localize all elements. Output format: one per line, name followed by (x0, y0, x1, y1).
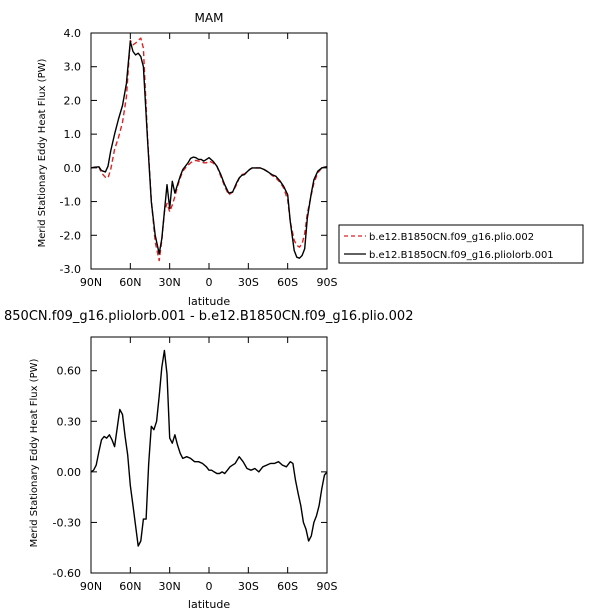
top-y-tick-label: 4.0 (64, 27, 82, 40)
top-chart-xlabel: latitude (188, 295, 230, 308)
top-y-tick-label: 0.0 (64, 162, 82, 175)
top-x-tick-label: 60N (119, 276, 141, 289)
bottom-x-tick-label: 60S (277, 580, 298, 593)
top-y-tick-label: 1.0 (64, 128, 82, 141)
top-chart-ylabel: Merid Stationary Eddy Heat Flux (PW) (37, 59, 48, 248)
bottom-y-tick-label: -0.60 (53, 567, 81, 580)
top-y-tick-label: 3.0 (64, 61, 82, 74)
top-chart-title: MAM (195, 11, 224, 25)
top-x-tick-label: 60S (277, 276, 298, 289)
bottom-x-tick-label: 30N (159, 580, 181, 593)
top-x-tick-label: 90N (80, 276, 102, 289)
bottom-x-tick-label: 60N (119, 580, 141, 593)
legend-label-pliolorb: b.e12.B1850CN.f09_g16.pliolorb.001 (369, 250, 554, 261)
top-y-tick-label: -1.0 (60, 196, 81, 209)
bottom-series-line-0 (90, 349, 328, 547)
bottom-x-tick-label: 30S (238, 580, 259, 593)
bottom-y-tick-label: -0.30 (53, 516, 81, 529)
bottom-y-tick-label: 0.60 (57, 365, 82, 378)
bottom-chart-title: 850CN.f09_g16.pliolorb.001 - b.e12.B1850… (4, 309, 413, 324)
top-chart-frame (90, 32, 328, 270)
bottom-x-tick-label: 90N (80, 580, 102, 593)
bottom-x-tick-label: 90S (317, 580, 338, 593)
top-series-line-0 (90, 37, 328, 262)
legend-box (338, 224, 584, 264)
bottom-y-tick-label: 0.30 (57, 415, 82, 428)
top-chart-panel: MAM latitude Merid Stationary Eddy Heat … (37, 11, 338, 308)
top-x-tick-label: 0 (206, 276, 213, 289)
top-series-line-1 (90, 40, 328, 259)
top-x-tick-label: 30S (238, 276, 259, 289)
top-y-tick-label: 2.0 (64, 94, 82, 107)
legend: b.e12.B1850CN.f09_g16.plio.002 b.e12.B18… (338, 224, 584, 264)
top-y-tick-label: -3.0 (60, 263, 81, 276)
bottom-chart-xlabel: latitude (188, 598, 230, 611)
bottom-y-tick-label: 0.00 (57, 466, 82, 479)
legend-label-plio: b.e12.B1850CN.f09_g16.plio.002 (369, 232, 534, 243)
bottom-chart-ylabel: Merid Stationary Eddy Heat Flux (PW) (29, 359, 40, 548)
top-x-tick-label: 90S (317, 276, 338, 289)
bottom-chart-frame (90, 336, 328, 574)
top-y-tick-label: -2.0 (60, 229, 81, 242)
top-x-tick-label: 30N (159, 276, 181, 289)
bottom-x-tick-label: 0 (206, 580, 213, 593)
bottom-chart-panel: 850CN.f09_g16.pliolorb.001 - b.e12.B1850… (4, 309, 413, 611)
